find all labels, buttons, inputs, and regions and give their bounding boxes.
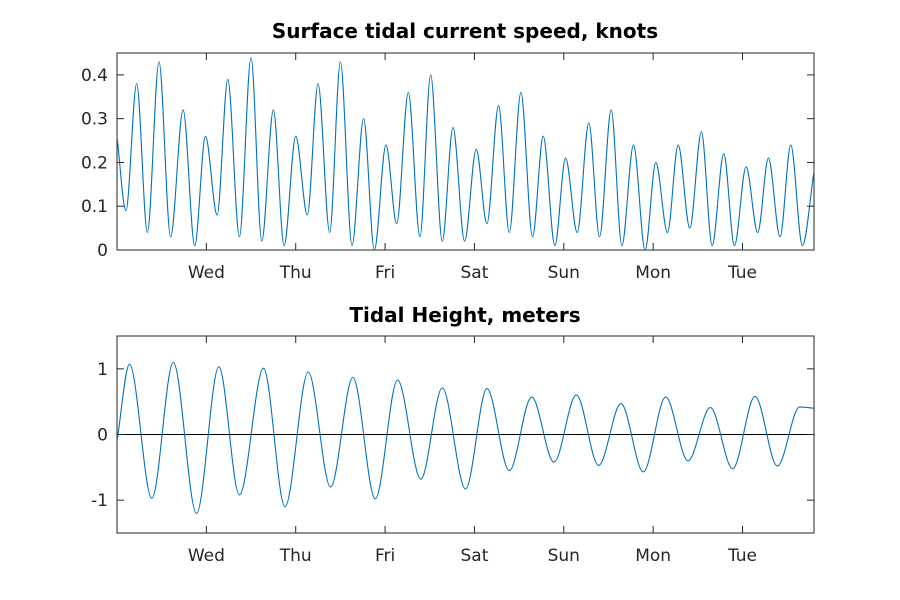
tidal-height-x-tick-label: Mon xyxy=(635,546,671,566)
current-speed-axes-frame xyxy=(116,52,815,251)
tidal-height-x-tick-labels: Wed Thu Fri Sat Sun Mon Tue xyxy=(188,546,757,566)
current-speed-x-tick-label: Wed xyxy=(188,263,225,283)
tidal-height-y-tick-label: 0 xyxy=(97,426,108,446)
current-speed-ticks xyxy=(117,53,814,251)
tidal-height-series-line xyxy=(116,361,815,514)
tidal-height-y-tick-labels: -1 0 1 xyxy=(91,360,108,511)
current-speed-x-tick-label: Tue xyxy=(727,263,757,283)
tidal-height-x-tick-label: Sat xyxy=(460,546,488,566)
current-speed-x-tick-label: Fri xyxy=(375,263,395,283)
current-speed-y-tick-label: 0.2 xyxy=(81,153,108,173)
current-speed-x-tick-labels: Wed Thu Fri Sat Sun Mon Tue xyxy=(188,263,757,283)
current-speed-series-line xyxy=(116,56,815,251)
tidal-height-ticks xyxy=(117,336,814,533)
tidal-height-x-tick-label: Wed xyxy=(188,546,225,566)
tidal-height-x-tick-label: Tue xyxy=(727,546,757,566)
current-speed-y-tick-label: 0.3 xyxy=(81,110,108,130)
current-speed-panel: Surface tidal current speed, knots 00.10… xyxy=(81,19,815,283)
tidal-height-x-tick-label: Fri xyxy=(375,546,395,566)
tidal-height-y-tick-label: -1 xyxy=(91,491,108,511)
current-speed-y-tick-label: 0 xyxy=(97,241,108,261)
tidal-height-title: Tidal Height, meters xyxy=(349,303,580,327)
current-speed-y-tick-label: 0.4 xyxy=(81,66,108,86)
tidal-height-x-tick-label: Sun xyxy=(548,546,580,566)
current-speed-x-tick-label: Mon xyxy=(635,263,671,283)
current-speed-y-tick-label: 0.1 xyxy=(81,197,108,217)
current-speed-x-tick-label: Sat xyxy=(460,263,488,283)
tidal-height-panel: Tidal Height, meters -1 0 1 Wed Thu Fri Sat Su… xyxy=(91,303,815,566)
tidal-height-x-tick-label: Thu xyxy=(279,546,312,566)
current-speed-title: Surface tidal current speed, knots xyxy=(272,19,658,43)
current-speed-y-tick-labels: 0 0.1 0.2 0.3 0.4 xyxy=(81,66,108,261)
current-speed-x-tick-label: Sun xyxy=(548,263,580,283)
current-speed-x-tick-label: Thu xyxy=(279,263,312,283)
tidal-height-y-tick-label: 1 xyxy=(97,360,108,380)
